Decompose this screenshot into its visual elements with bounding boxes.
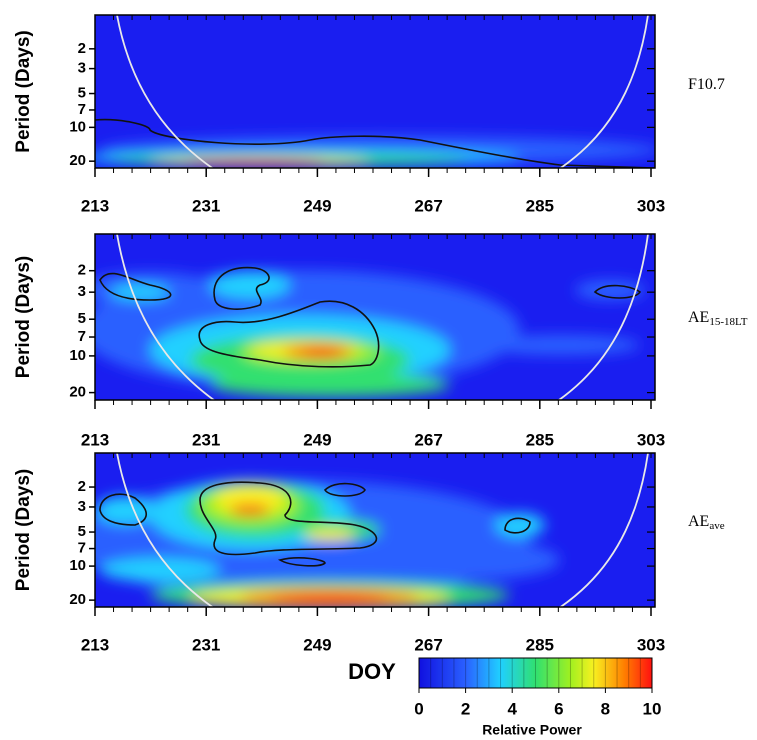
colorbar xyxy=(418,657,653,689)
power-field xyxy=(95,270,645,397)
colorbar-tick-label: 6 xyxy=(554,699,563,718)
x-tick-label: 213 xyxy=(81,430,109,449)
x-tick-label: 267 xyxy=(414,430,442,449)
x-tick-label: 249 xyxy=(303,430,331,449)
significance-contour xyxy=(99,493,148,526)
panel-label: F10.7 xyxy=(688,76,725,93)
cone-of-influence xyxy=(116,234,649,400)
x-tick-label: 303 xyxy=(637,430,665,449)
power-region xyxy=(302,347,342,357)
x-tick-label: 285 xyxy=(526,635,554,654)
y-axis-label: Period (Days) xyxy=(13,30,34,152)
colorbar-tick-label: 4 xyxy=(507,699,517,718)
y-tick-label: 5 xyxy=(78,310,86,327)
y-tick-label: 2 xyxy=(78,40,86,57)
power-region xyxy=(210,271,290,299)
significance-contour xyxy=(99,272,172,301)
x-tick-label: 249 xyxy=(303,196,331,215)
significance-contour xyxy=(277,557,326,567)
y-tick-label: 2 xyxy=(78,478,86,495)
y-tick-label: 20 xyxy=(69,591,86,608)
x-tick-label: 231 xyxy=(192,196,220,215)
y-tick-label: 3 xyxy=(78,498,86,515)
y-tick-label: 10 xyxy=(69,557,86,574)
plot-frame xyxy=(94,233,656,401)
x-tick-label: 249 xyxy=(303,635,331,654)
power-region xyxy=(480,335,640,355)
x-tick-label: 231 xyxy=(192,430,220,449)
heatmap xyxy=(95,453,655,607)
power-region xyxy=(305,529,355,541)
x-tick-label: 267 xyxy=(414,196,442,215)
colorbar-label: Relative Power xyxy=(482,722,582,738)
power-region xyxy=(380,540,560,580)
y-tick-label: 20 xyxy=(69,384,86,401)
significance-contour xyxy=(593,284,642,299)
y-tick-label: 2 xyxy=(78,262,86,279)
cone-of-influence xyxy=(116,15,649,168)
y-tick-label: 7 xyxy=(78,328,86,345)
y-axis-label: Period (Days) xyxy=(13,469,34,591)
panel-label-sub: ave xyxy=(709,520,724,532)
significance-contour xyxy=(323,482,366,497)
panel-label-main: AE xyxy=(688,513,709,530)
x-tick-label: 267 xyxy=(414,635,442,654)
x-axis-label: DOY xyxy=(348,659,396,684)
significance-contour xyxy=(504,517,531,534)
power-region xyxy=(495,513,545,537)
x-tick-label: 285 xyxy=(526,430,554,449)
x-tick-label: 303 xyxy=(637,635,665,654)
power-field xyxy=(95,136,655,166)
power-region xyxy=(100,558,220,582)
y-tick-label: 7 xyxy=(78,101,86,118)
x-tick-label: 231 xyxy=(192,635,220,654)
x-tick-label: 285 xyxy=(526,196,554,215)
y-tick-label: 5 xyxy=(78,523,86,540)
panel-label-main: F10.7 xyxy=(688,76,725,93)
y-tick-label: 7 xyxy=(78,540,86,557)
power-region xyxy=(185,160,325,166)
power-region xyxy=(230,505,270,515)
y-tick-label: 3 xyxy=(78,60,86,77)
panel-label: AEave xyxy=(688,513,725,532)
heatmap xyxy=(95,15,655,168)
x-tick-label: 213 xyxy=(81,196,109,215)
colorbar-tick-label: 2 xyxy=(461,699,470,718)
significance-contour xyxy=(198,300,380,368)
y-axis-label: Period (Days) xyxy=(13,256,34,378)
significance-contour xyxy=(199,481,378,556)
heatmap xyxy=(95,234,655,400)
panel-label-sub: 15-18LT xyxy=(709,316,747,328)
y-tick-label: 10 xyxy=(69,118,86,135)
y-tick-label: 10 xyxy=(69,347,86,364)
plot-frame xyxy=(94,452,656,608)
plot-frame xyxy=(94,14,656,169)
significance-contour xyxy=(213,266,270,310)
panel-label-main: AE xyxy=(688,309,709,326)
colorbar-tick-label: 0 xyxy=(414,699,423,718)
y-tick-label: 20 xyxy=(69,152,86,169)
power-region xyxy=(575,280,645,300)
x-tick-label: 213 xyxy=(81,635,109,654)
colorbar-tick-label: 10 xyxy=(643,699,662,718)
cone-of-influence xyxy=(116,453,649,607)
colorbar-tick-label: 8 xyxy=(601,699,610,718)
y-tick-label: 3 xyxy=(78,283,86,300)
power-region xyxy=(215,485,285,515)
power-region xyxy=(270,593,390,605)
significance-contour xyxy=(95,118,655,168)
power-region xyxy=(210,373,450,397)
power-region xyxy=(110,284,170,300)
panel-label: AE15-18LT xyxy=(688,309,748,328)
x-tick-label: 303 xyxy=(637,196,665,215)
y-tick-label: 5 xyxy=(78,85,86,102)
